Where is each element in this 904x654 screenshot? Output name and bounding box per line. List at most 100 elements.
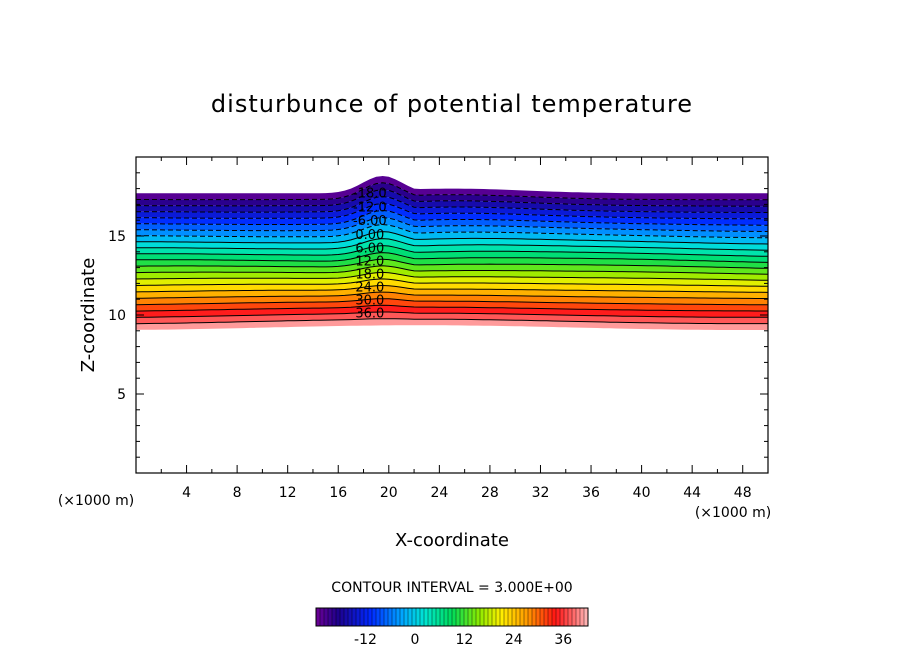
colorbar-swatch bbox=[539, 607, 545, 627]
colorbar-swatch bbox=[339, 607, 345, 627]
colorbar-swatch bbox=[315, 607, 321, 627]
colorbar-swatch bbox=[559, 607, 565, 627]
contour-lines bbox=[136, 182, 768, 325]
contour-band bbox=[136, 224, 768, 244]
colorbar-tick-label: 36 bbox=[554, 632, 572, 648]
contour-line bbox=[136, 223, 768, 239]
colorbar-swatch bbox=[343, 607, 349, 627]
x-tick-label: 28 bbox=[481, 485, 499, 501]
contour-line bbox=[136, 298, 768, 306]
colorbar-swatch bbox=[523, 607, 529, 627]
x-tick-label: 44 bbox=[683, 485, 701, 501]
contour-band bbox=[136, 217, 768, 238]
contour-line bbox=[136, 245, 768, 257]
colorbar-swatch bbox=[575, 607, 581, 627]
contour-line bbox=[136, 189, 768, 207]
colorbar-swatch bbox=[455, 607, 461, 627]
colorbar-swatch bbox=[567, 607, 573, 627]
contour-label: 24.0 bbox=[355, 280, 384, 295]
colorbar-swatch bbox=[403, 607, 409, 627]
x-unit-right: (×1000 m) bbox=[695, 505, 771, 521]
contour-band bbox=[136, 252, 768, 269]
contour-line bbox=[136, 311, 768, 318]
colorbar-swatch bbox=[419, 607, 425, 627]
contour-line bbox=[136, 202, 768, 220]
colorbar-swatch bbox=[383, 607, 389, 627]
colorbar-tick-label: -12 bbox=[354, 632, 377, 648]
contour-band bbox=[136, 238, 768, 257]
x-unit-left: (×1000 m) bbox=[58, 493, 134, 509]
colorbar-swatch bbox=[319, 607, 325, 627]
contour-band bbox=[136, 176, 768, 200]
contour-band bbox=[136, 196, 768, 219]
contour-label: 12.0 bbox=[355, 255, 384, 270]
colorbar-swatch bbox=[535, 607, 541, 627]
colorbar-tick-label: 24 bbox=[505, 632, 523, 648]
colorbar-swatch bbox=[363, 607, 369, 627]
contour-line bbox=[136, 231, 768, 245]
colorbar-tick-labels: -12 0 12 24 36 bbox=[354, 632, 572, 648]
colorbar-swatch bbox=[555, 607, 561, 627]
contour-line bbox=[136, 271, 768, 281]
colorbar-swatch bbox=[503, 607, 509, 627]
x-tick-label: 24 bbox=[430, 485, 448, 501]
contour-line bbox=[136, 284, 768, 293]
contour-label: 6.00 bbox=[355, 241, 384, 256]
x-tick-labels: 4 8 12 16 20 24 28 32 36 40 44 48 bbox=[182, 485, 752, 501]
contour-band bbox=[136, 265, 768, 281]
contour-line bbox=[136, 258, 768, 269]
contour-band bbox=[136, 318, 768, 330]
colorbar-swatch bbox=[479, 607, 485, 627]
y-axis-label: Z-coordinate bbox=[78, 258, 99, 373]
contour-line bbox=[136, 209, 768, 226]
colorbar-swatch bbox=[427, 607, 433, 627]
colorbar-swatch bbox=[415, 607, 421, 627]
contour-label: 36.0 bbox=[355, 306, 384, 321]
colorbar-swatch bbox=[459, 607, 465, 627]
colorbar-swatch bbox=[379, 607, 385, 627]
contour-line bbox=[136, 182, 768, 201]
colorbar-tick-label: 0 bbox=[410, 632, 419, 648]
contour-labels: -18.0-12.0-6.000.006.0012.018.024.030.03… bbox=[353, 187, 387, 322]
colorbar-swatch bbox=[511, 607, 517, 627]
colorbar-swatch bbox=[543, 607, 549, 627]
colorbar-swatch bbox=[439, 607, 445, 627]
contour-label: 30.0 bbox=[355, 293, 384, 308]
y-tick-label: 5 bbox=[117, 387, 126, 403]
x-tick-label: 48 bbox=[734, 485, 752, 501]
contour-band bbox=[136, 272, 768, 287]
contour-band bbox=[136, 259, 768, 275]
colorbar-swatch bbox=[579, 607, 585, 627]
colorbar-swatch bbox=[443, 607, 449, 627]
colorbar-swatch bbox=[375, 607, 381, 627]
contour-line bbox=[136, 304, 768, 312]
contour-line bbox=[136, 278, 768, 287]
colorbar-swatch bbox=[423, 607, 429, 627]
colorbar-swatch bbox=[323, 607, 329, 627]
y-tick-labels: 5 10 15 bbox=[108, 229, 126, 403]
colorbar-swatch bbox=[475, 607, 481, 627]
colorbar-swatch bbox=[487, 607, 493, 627]
colorbar-swatch bbox=[531, 607, 537, 627]
colorbar-swatch bbox=[399, 607, 405, 627]
colorbar-swatch bbox=[391, 607, 397, 627]
colorbar-swatch bbox=[547, 607, 553, 627]
colorbar-swatch bbox=[495, 607, 501, 627]
colorbar-swatch bbox=[491, 607, 497, 627]
contour-line bbox=[136, 238, 768, 251]
colorbar-swatch bbox=[447, 607, 453, 627]
colorbar-swatch bbox=[499, 607, 505, 627]
contour-band bbox=[136, 210, 768, 232]
contour-band bbox=[136, 285, 768, 299]
contour-label: -6.00 bbox=[353, 214, 387, 229]
colorbar-swatch bbox=[351, 607, 357, 627]
colorbar-swatch bbox=[519, 607, 525, 627]
colorbar-swatch bbox=[367, 607, 373, 627]
x-tick-label: 20 bbox=[380, 485, 398, 501]
x-tick-label: 40 bbox=[633, 485, 651, 501]
contour-label: 18.0 bbox=[355, 268, 384, 283]
y-tick-label: 10 bbox=[108, 308, 126, 324]
contour-line bbox=[136, 196, 768, 213]
colorbar-swatch bbox=[467, 607, 473, 627]
